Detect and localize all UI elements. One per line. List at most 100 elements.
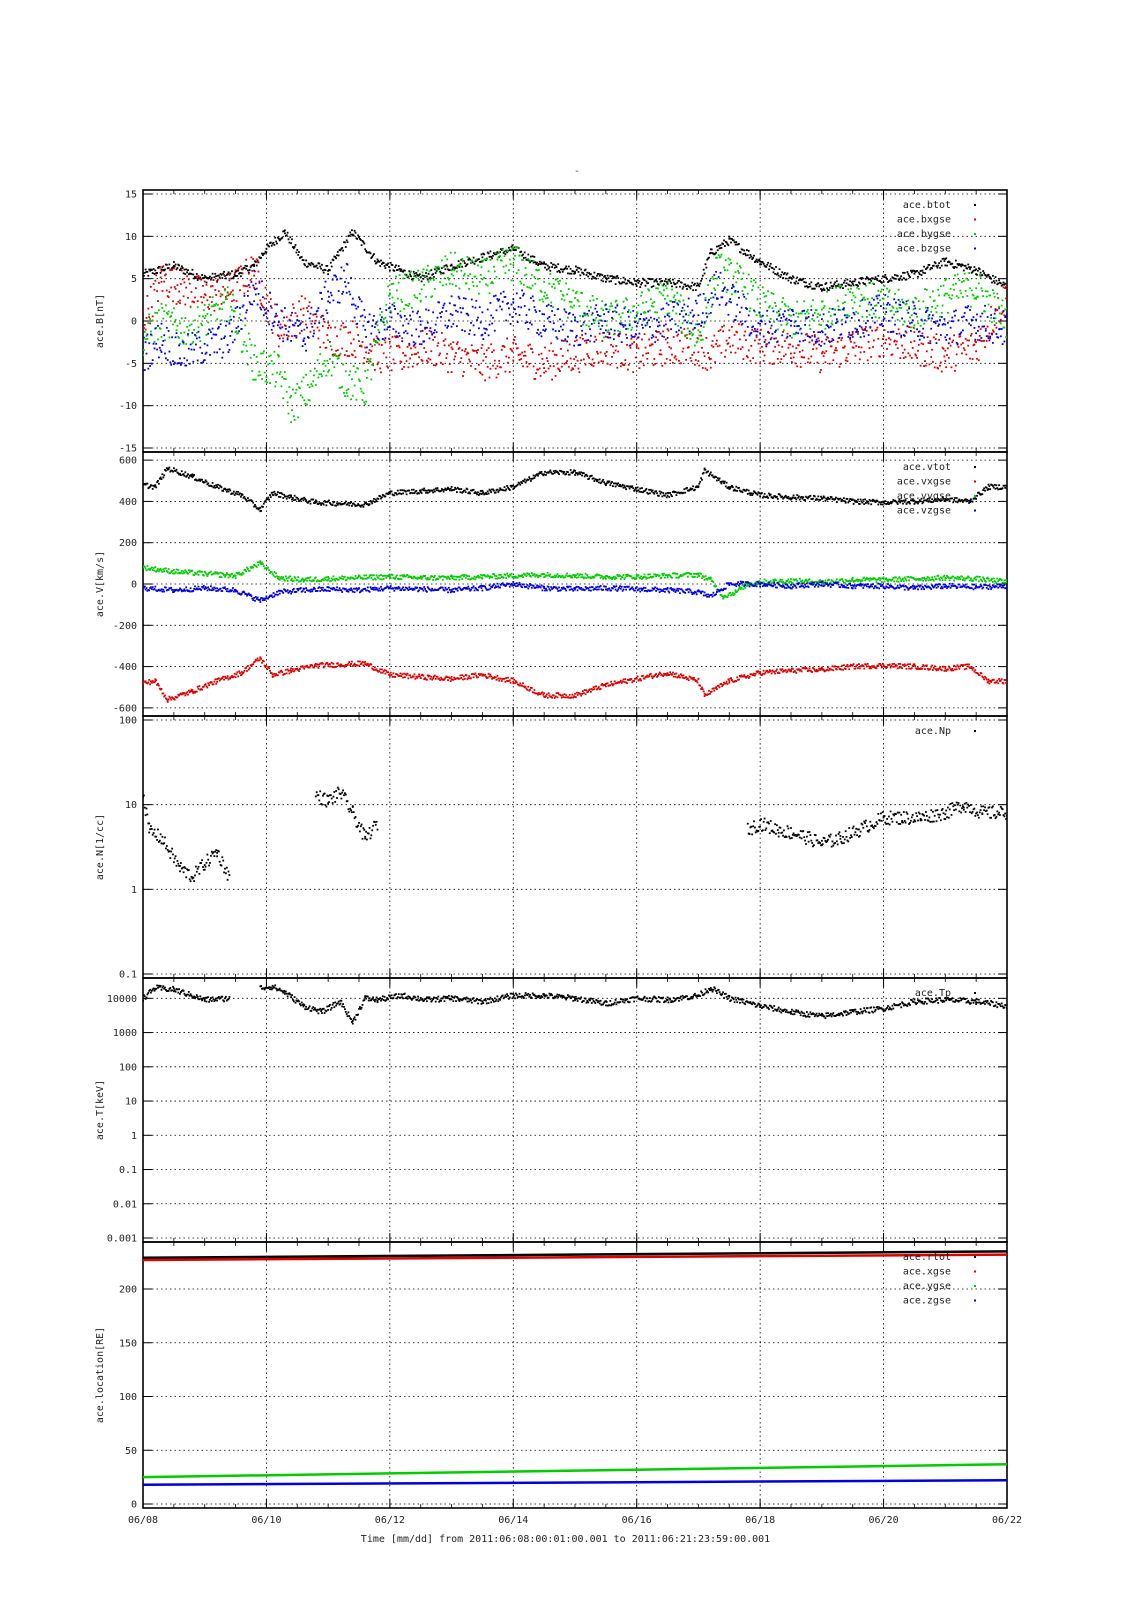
data-point — [711, 340, 714, 342]
data-point — [195, 479, 198, 482]
data-point — [503, 250, 506, 253]
data-point — [405, 318, 408, 321]
data-point — [300, 497, 303, 500]
data-point — [764, 323, 767, 325]
data-point — [234, 331, 237, 333]
data-point — [212, 333, 215, 336]
data-point — [195, 277, 197, 279]
data-point — [618, 281, 620, 284]
data-point — [435, 489, 438, 492]
data-point — [441, 311, 443, 313]
data-point — [907, 273, 910, 275]
data-point — [143, 349, 145, 351]
data-point — [666, 494, 669, 497]
data-point — [609, 484, 612, 487]
data-point — [879, 323, 881, 326]
data-point — [930, 327, 933, 330]
data-point — [657, 287, 659, 290]
data-point — [201, 324, 203, 327]
data-point — [699, 480, 702, 483]
data-point — [496, 365, 499, 368]
data-point — [902, 323, 904, 326]
data-point — [805, 281, 807, 284]
data-point — [739, 490, 742, 493]
data-point — [366, 360, 368, 363]
data-point — [604, 320, 606, 322]
data-point — [391, 335, 394, 338]
data-point — [466, 488, 469, 491]
data-point — [931, 306, 933, 308]
data-point — [398, 335, 401, 337]
data-point — [659, 332, 662, 335]
data-point — [645, 301, 648, 303]
data-point — [627, 327, 629, 330]
data-point — [970, 334, 972, 337]
data-point — [413, 272, 416, 275]
data-point — [807, 357, 810, 360]
data-point — [709, 312, 712, 314]
data-point — [512, 359, 515, 362]
data-point — [402, 492, 404, 495]
data-point — [515, 484, 518, 487]
data-point — [388, 337, 390, 340]
data-point — [921, 335, 924, 337]
data-point — [631, 342, 634, 345]
y-tick-label: -600 — [113, 703, 137, 714]
data-point — [348, 374, 351, 376]
data-point — [720, 253, 723, 256]
data-point — [1003, 326, 1006, 329]
data-point — [217, 290, 220, 293]
data-point — [376, 363, 379, 366]
data-point — [839, 309, 842, 311]
data-point — [212, 486, 215, 489]
data-point — [725, 339, 728, 342]
data-point — [247, 363, 249, 366]
data-point — [461, 265, 464, 268]
data-point — [905, 278, 908, 281]
data-point — [844, 294, 847, 296]
data-point — [240, 495, 242, 498]
data-point — [452, 341, 455, 344]
data-point — [940, 316, 943, 318]
data-point — [471, 489, 474, 491]
data-point — [676, 291, 679, 294]
data-point — [915, 313, 918, 315]
data-point — [583, 314, 586, 317]
data-point — [370, 332, 373, 335]
data-point — [946, 292, 948, 295]
data-point — [194, 334, 196, 336]
data-point — [500, 259, 503, 262]
data-point — [490, 255, 493, 258]
data-point — [917, 349, 919, 352]
data-point — [456, 491, 458, 493]
data-point — [731, 484, 733, 487]
data-point — [876, 297, 879, 300]
data-point — [797, 316, 799, 318]
data-point — [215, 294, 218, 296]
data-point — [594, 307, 597, 310]
data-point — [155, 342, 158, 345]
data-point — [559, 318, 561, 321]
data-point — [913, 304, 916, 307]
data-point — [791, 336, 793, 339]
data-point — [169, 470, 172, 473]
data-point — [314, 313, 317, 316]
data-point — [450, 295, 453, 298]
data-point — [767, 261, 769, 264]
data-point — [886, 287, 888, 290]
data-point — [768, 265, 771, 268]
data-point — [776, 318, 778, 321]
data-point — [456, 310, 459, 313]
data-point — [466, 256, 469, 258]
data-point — [602, 478, 605, 481]
data-point — [227, 294, 230, 297]
data-point — [748, 334, 751, 337]
data-point — [667, 492, 670, 494]
data-point — [303, 399, 306, 402]
data-point — [527, 344, 530, 347]
data-point — [358, 340, 360, 342]
data-point — [576, 299, 579, 301]
data-point — [332, 355, 335, 357]
data-point — [299, 387, 301, 389]
data-point — [625, 297, 627, 300]
